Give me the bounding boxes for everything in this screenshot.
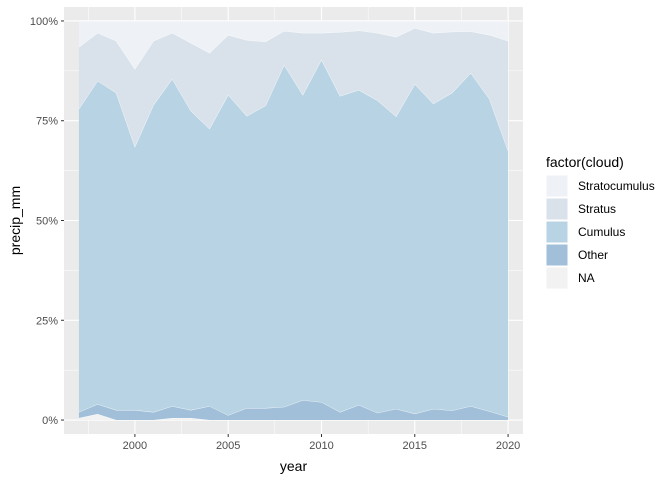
x-axis: 2000 2005 2010 2015 2020 [123,434,520,452]
y-axis: 0% 25% 50% 75% 100% [30,16,64,427]
area-layers [78,20,509,421]
y-tick-label: 75% [36,116,58,128]
legend-label-stratocumulus: Stratocumulus [578,179,655,193]
x-tick-label: 2020 [496,440,520,452]
area-series-na [78,414,509,421]
legend-swatch-stratus [545,197,569,221]
x-tick-label: 2010 [309,440,333,452]
legend-label-na: NA [578,271,595,285]
y-tick-label: 50% [36,216,58,228]
y-tick-label: 25% [36,315,58,327]
legend-label-other: Other [578,248,608,262]
legend-label-stratus: Stratus [578,202,616,216]
legend-swatch-cumulus [545,220,569,244]
legend-label-cumulus: Cumulus [578,225,625,239]
x-tick-label: 2005 [216,440,240,452]
x-axis-title: year [280,458,308,474]
x-tick-label: 2015 [403,440,427,452]
legend-swatch-stratocumulus [545,174,569,198]
area-series-stratus [78,28,509,151]
legend-title: factor(cloud) [546,154,624,170]
area-series-stratocumulus [78,20,509,69]
legend-swatch-na [545,266,569,290]
y-tick-label: 100% [30,16,58,28]
y-axis-title: precip_mm [7,186,23,255]
legend: factor(cloud) Stratocumulus Stratus Cumulu… [545,154,655,290]
area-edge-stratus [78,27,509,70]
y-tick-label: 0% [42,415,58,427]
legend-swatch-other [545,243,569,267]
area-series-other [78,400,509,421]
area-series-cumulus [78,59,509,417]
x-tick-label: 2000 [123,440,147,452]
